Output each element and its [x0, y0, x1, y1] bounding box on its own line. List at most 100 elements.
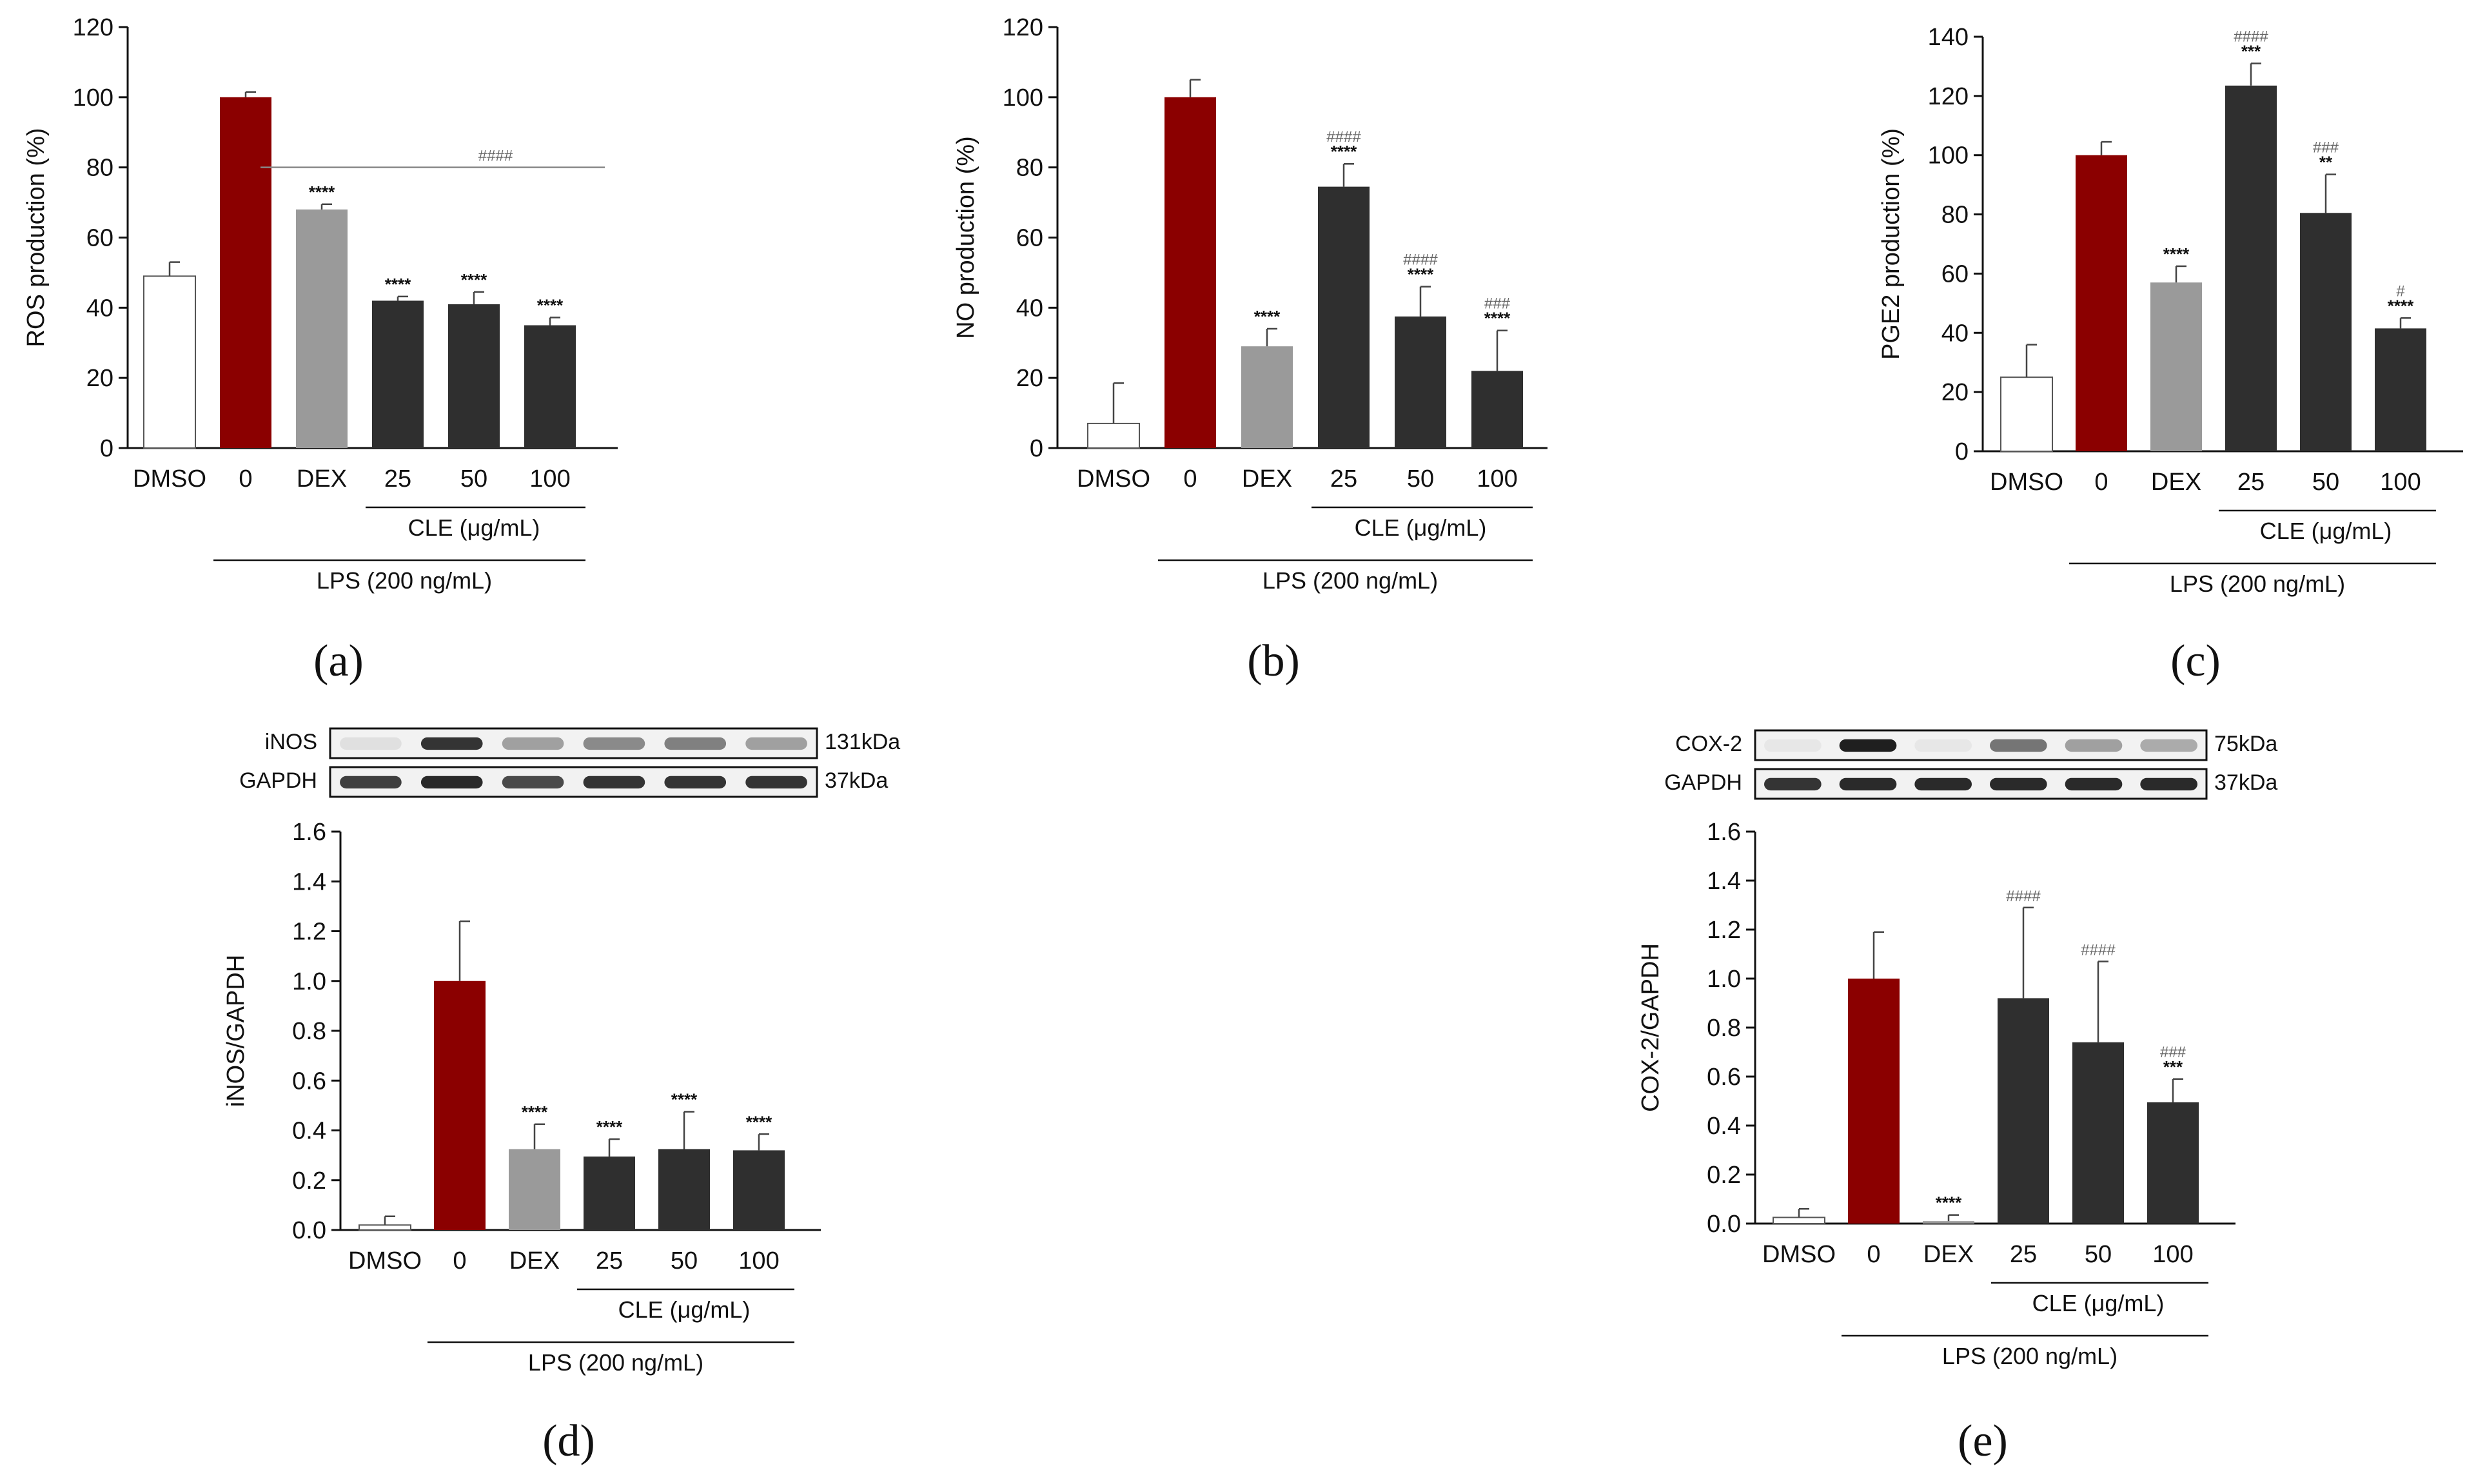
cle-group-label: CLE (μg/mL)	[1355, 514, 1487, 541]
significance-hashes: ####	[2081, 941, 2116, 959]
bar-DMSO	[359, 1224, 411, 1231]
blot-protein-label: GAPDH	[239, 768, 317, 793]
y-axis-label: NO production (%)	[952, 136, 979, 339]
x-tick-label: 50	[460, 465, 487, 493]
y-tick-label: 1.0	[292, 968, 326, 995]
bar-DMSO	[2000, 376, 2053, 453]
y-tick-label: 60	[86, 225, 113, 252]
blot-band	[745, 737, 807, 750]
blot-band	[1990, 777, 2047, 791]
chart-panel-a: 0 20 40 60 80 100 120 ROS production (%) DMSO 0 **…	[23, 14, 618, 686]
x-tick-label: 25	[596, 1247, 623, 1274]
bar-25	[1998, 998, 2049, 1224]
significance-hashes: ###	[1484, 295, 1511, 313]
y-tick-label: 0.4	[292, 1118, 326, 1145]
blot-band	[502, 737, 564, 750]
blot-size-label: 37kDa	[825, 768, 888, 793]
significance-stars: ****	[385, 275, 411, 294]
y-axis-label: PGE2 production (%)	[1878, 128, 1905, 360]
y-tick-label: 0	[1955, 438, 1969, 465]
y-tick-label: 40	[1016, 295, 1043, 322]
blot-size-label: 37kDa	[2214, 770, 2277, 795]
significance-stars: ****	[2163, 244, 2190, 264]
x-tick-label: 100	[1477, 465, 1517, 493]
x-tick-label: 100	[529, 465, 570, 493]
bar-50	[658, 1149, 710, 1230]
panel-label: (b)	[1247, 636, 1300, 686]
x-tick-label: 100	[2380, 469, 2421, 496]
x-tick-label: DEX	[297, 465, 347, 493]
bar-25	[372, 300, 424, 448]
x-tick-label: DEX	[509, 1247, 560, 1274]
y-tick-label: 0.4	[1707, 1113, 1741, 1140]
chart-panel-d: 0.0 0.2 0.4 0.6 0.8 1.0 1.2 1.4 1.6 iNOS/GAPDH DMS…	[222, 727, 900, 1466]
significance-stars: ****	[1408, 265, 1434, 284]
x-tick-label: 25	[2010, 1241, 2037, 1268]
blot-size-label: 75kDa	[2214, 732, 2277, 756]
bar-25	[1318, 186, 1370, 448]
blot-strip-COX-2	[1754, 729, 2208, 761]
blot-band	[1839, 739, 1897, 752]
bar-0	[1848, 979, 1900, 1224]
y-tick-label: 40	[1941, 320, 1969, 347]
x-tick-label: 100	[2152, 1241, 2193, 1268]
significance-hashes: ####	[2234, 28, 2268, 45]
bar-25	[2225, 85, 2277, 451]
panel-label: (e)	[1958, 1416, 2008, 1466]
y-tick-label: 1.0	[1707, 966, 1741, 993]
lps-treatment-label: LPS (200 ng/mL)	[528, 1349, 703, 1376]
lps-treatment-label: LPS (200 ng/mL)	[1942, 1343, 2117, 1369]
significance-hashes: ###	[2160, 1044, 2186, 1061]
x-tick-label: DMSO	[1077, 465, 1150, 493]
blot-strip-iNOS	[329, 727, 818, 759]
y-tick-label: 60	[1016, 225, 1043, 252]
significance-stars: **	[2319, 153, 2333, 172]
significance-stars: ****	[309, 182, 335, 202]
bar-100	[2375, 328, 2426, 451]
y-tick-label: 0	[1030, 435, 1043, 462]
y-tick-label: 0.6	[1707, 1064, 1741, 1091]
x-tick-label: 25	[1330, 465, 1357, 493]
bar-50	[2300, 213, 2352, 451]
blot-protein-label: GAPDH	[1664, 770, 1742, 795]
bar-DMSO	[1773, 1216, 1825, 1224]
blot-band	[340, 737, 402, 750]
y-tick-label: 1.2	[1707, 917, 1741, 944]
y-tick-label: 0.8	[1707, 1015, 1741, 1042]
y-axis-label: COX-2/GAPDH	[1637, 943, 1664, 1112]
x-tick-label: DEX	[1242, 465, 1292, 493]
significance-stars: ****	[2388, 296, 2414, 315]
significance-hashes: ####	[1326, 128, 1361, 146]
panel-label: (d)	[542, 1416, 595, 1466]
bar-DEX	[509, 1149, 560, 1230]
y-tick-label: 1.2	[292, 919, 326, 946]
x-tick-label: 50	[671, 1247, 698, 1274]
y-tick-label: 80	[1941, 202, 1969, 229]
blot-band	[1914, 739, 1972, 752]
blot-strip-GAPDH	[329, 766, 818, 798]
y-tick-label: 0	[100, 435, 113, 462]
x-tick-label: 100	[738, 1247, 779, 1274]
significance-stars: ****	[1936, 1193, 1962, 1213]
bar-DEX	[2150, 282, 2202, 451]
x-tick-label: 0	[453, 1247, 466, 1274]
bar-100	[2147, 1102, 2199, 1224]
significance-stars: ****	[671, 1090, 698, 1109]
y-tick-label: 100	[73, 84, 113, 112]
y-tick-label: 1.4	[1707, 868, 1741, 895]
blot-band	[420, 737, 483, 750]
y-axis-label: ROS production (%)	[23, 128, 50, 347]
significance-stars: ***	[2163, 1057, 2183, 1077]
blot-band	[502, 776, 564, 789]
blot-strip-GAPDH	[1754, 768, 2208, 800]
bar-0	[2076, 155, 2127, 451]
y-tick-label: 60	[1941, 260, 1969, 288]
chart-panel-b: 0 20 40 60 80 100 120 NO production (%) DMSO 0 ***…	[952, 14, 1548, 686]
blot-band	[2140, 739, 2197, 752]
bar-50	[2072, 1042, 2124, 1224]
bar-DMSO	[143, 275, 196, 449]
blot-band	[1839, 777, 1897, 791]
x-tick-label: DMSO	[348, 1247, 422, 1274]
blot-band	[1764, 777, 1822, 791]
